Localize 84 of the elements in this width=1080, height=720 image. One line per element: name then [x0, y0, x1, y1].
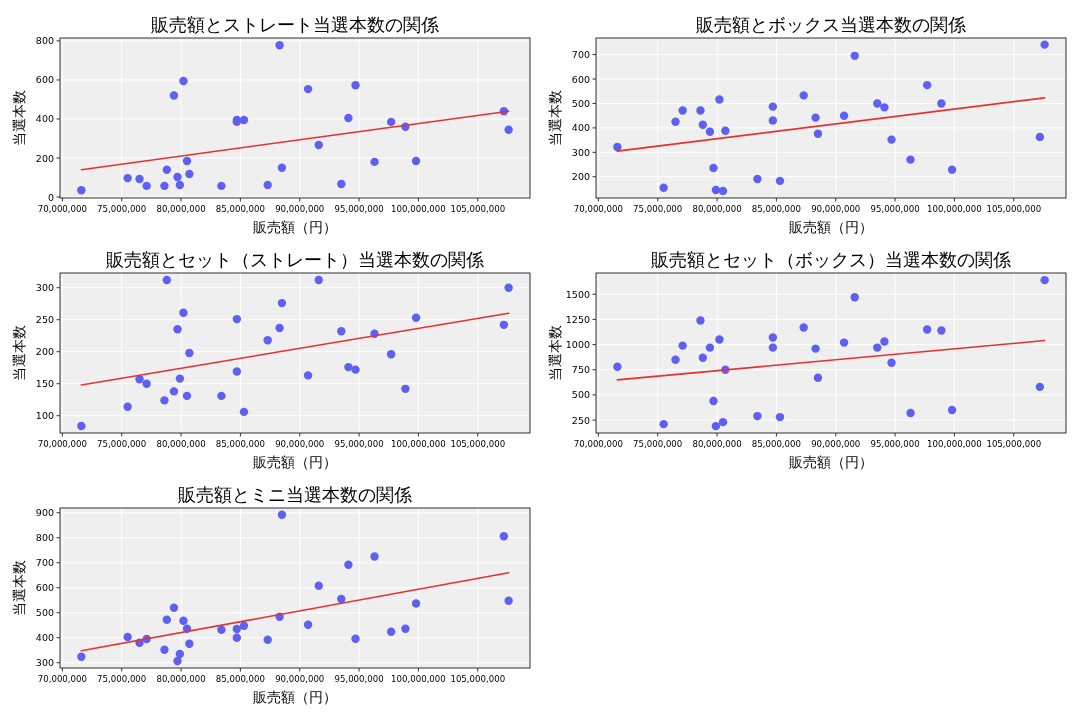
x-tick-label: 70,000,000: [37, 674, 87, 684]
x-tick-label: 80,000,000: [156, 674, 206, 684]
y-tick-label: 1000: [565, 339, 590, 351]
y-tick-label: 200: [35, 152, 54, 164]
x-tick-label: 75,000,000: [97, 204, 147, 214]
x-tick-label: 90,000,000: [811, 439, 861, 449]
y-axis-title: 当選本数: [11, 325, 27, 381]
y-tick-label: 400: [35, 113, 54, 125]
x-tick-label: 75,000,000: [97, 674, 147, 684]
x-tick-label: 80,000,000: [156, 204, 206, 214]
y-tick-label: 1250: [565, 313, 590, 325]
x-axis-title: 販売額（円）: [253, 454, 337, 470]
y-tick-label: 300: [35, 657, 54, 669]
x-axis-title: 販売額（円）: [253, 689, 337, 705]
x-tick-label: 85,000,000: [215, 439, 266, 449]
chart-title: 販売額とストレート当選本数の関係: [151, 14, 439, 35]
y-tick-label: 600: [35, 74, 54, 86]
x-tick-label: 100,000,000: [391, 204, 446, 214]
x-tick-label: 80,000,000: [156, 439, 206, 449]
x-axis-title: 販売額（円）: [253, 219, 337, 235]
y-tick-label: 1500: [565, 288, 590, 300]
y-tick-label: 500: [571, 389, 590, 401]
y-tick-label: 200: [571, 171, 590, 183]
x-tick-label: 100,000,000: [927, 439, 982, 449]
x-tick-label: 85,000,000: [215, 674, 266, 684]
y-tick-label: 250: [35, 314, 54, 326]
x-tick-label: 80,000,000: [692, 439, 742, 449]
y-tick-label: 150: [35, 378, 54, 390]
x-tick-label: 90,000,000: [811, 204, 861, 214]
y-tick-label: 400: [571, 122, 590, 134]
x-tick-label: 85,000,000: [215, 204, 266, 214]
x-tick-label: 105,000,000: [986, 439, 1042, 449]
x-tick-label: 95,000,000: [870, 439, 920, 449]
x-tick-label: 75,000,000: [97, 439, 147, 449]
x-tick-label: 105,000,000: [450, 674, 506, 684]
x-tick-label: 90,000,000: [275, 439, 325, 449]
chart-title: 販売額とボックス当選本数の関係: [696, 14, 966, 35]
y-tick-label: 800: [35, 532, 54, 544]
x-tick-label: 105,000,000: [450, 439, 506, 449]
y-axis-title: 当選本数: [11, 560, 27, 616]
y-tick-label: 700: [571, 49, 590, 61]
x-tick-label: 95,000,000: [334, 439, 384, 449]
x-tick-label: 85,000,000: [751, 439, 802, 449]
x-tick-label: 75,000,000: [633, 439, 683, 449]
y-tick-label: 500: [35, 607, 54, 619]
y-tick-label: 100: [35, 410, 54, 422]
x-tick-label: 100,000,000: [391, 439, 446, 449]
x-tick-label: 95,000,000: [334, 674, 384, 684]
x-tick-label: 90,000,000: [275, 674, 325, 684]
y-tick-label: 700: [35, 557, 54, 569]
x-tick-label: 75,000,000: [633, 204, 683, 214]
x-axis-title: 販売額（円）: [789, 454, 873, 470]
y-tick-label: 800: [35, 35, 54, 47]
y-tick-label: 750: [571, 364, 590, 376]
y-tick-label: 600: [35, 582, 54, 594]
y-tick-label: 250: [571, 414, 590, 426]
x-axis-title: 販売額（円）: [789, 219, 873, 235]
x-tick-label: 85,000,000: [751, 204, 802, 214]
x-tick-label: 80,000,000: [692, 204, 742, 214]
x-tick-label: 105,000,000: [450, 204, 506, 214]
y-tick-label: 500: [571, 97, 590, 109]
x-tick-label: 90,000,000: [275, 204, 325, 214]
y-axis-title: 当選本数: [547, 325, 563, 381]
x-tick-label: 70,000,000: [37, 204, 87, 214]
y-tick-label: 300: [35, 282, 54, 294]
y-tick-label: 400: [35, 632, 54, 644]
chart-title: 販売額とミニ当選本数の関係: [178, 484, 412, 505]
x-tick-label: 70,000,000: [573, 439, 623, 449]
y-axis-title: 当選本数: [547, 90, 563, 146]
x-tick-label: 70,000,000: [37, 439, 87, 449]
x-tick-label: 95,000,000: [334, 204, 384, 214]
chart-title: 販売額とセット（ストレート）当選本数の関係: [106, 249, 484, 270]
y-tick-label: 900: [35, 507, 54, 519]
y-tick-label: 600: [571, 73, 590, 85]
x-tick-label: 70,000,000: [573, 204, 623, 214]
x-tick-label: 105,000,000: [986, 204, 1042, 214]
y-tick-label: 200: [35, 346, 54, 358]
x-tick-label: 95,000,000: [870, 204, 920, 214]
y-axis-title: 当選本数: [11, 90, 27, 146]
x-tick-label: 100,000,000: [927, 204, 982, 214]
y-tick-label: 0: [47, 191, 54, 203]
y-tick-label: 300: [571, 146, 590, 158]
x-tick-label: 100,000,000: [391, 674, 446, 684]
chart-title: 販売額とセット（ボックス）当選本数の関係: [651, 249, 1011, 270]
